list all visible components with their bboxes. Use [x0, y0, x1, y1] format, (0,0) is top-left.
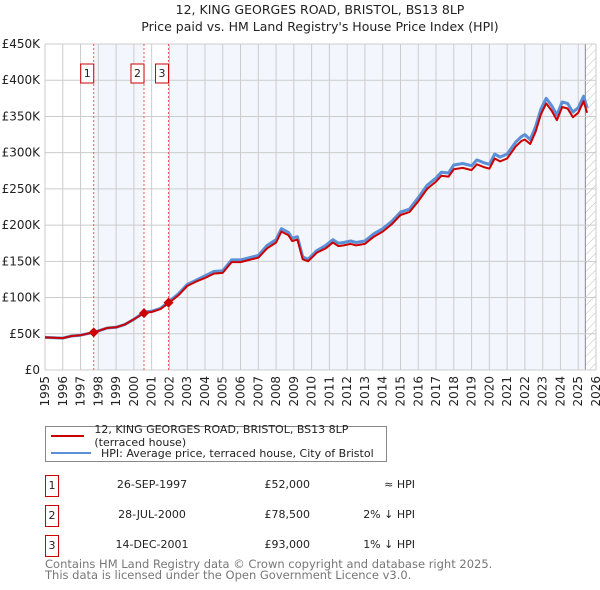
shaded-period [93, 44, 145, 370]
x-tick-label: 2013 [358, 376, 372, 407]
x-tick-label: 2000 [127, 376, 141, 407]
legend-label: HPI: Average price, terraced house, City… [101, 446, 374, 460]
legend: 12, KING GEORGES ROAD, BRISTOL, BS13 8LP… [45, 423, 387, 462]
property-price-line [44, 100, 589, 340]
sale-number-box [155, 63, 170, 84]
legend-label: 12, KING GEORGES ROAD, BRISTOL, BS13 8LP… [94, 423, 349, 449]
transaction-price: £52,000 [264, 478, 311, 491]
transaction-date: 26-SEP-1997 [116, 478, 188, 491]
x-tick-label: 2002 [162, 376, 176, 407]
x-tick-label: 1999 [109, 376, 123, 407]
x-tick-label: 2025 [571, 376, 585, 407]
legend-blue-line-icon [51, 452, 91, 454]
legend-item-property: 12, KING GEORGES ROAD, BRISTOL, BS13 8LP… [46, 423, 386, 449]
footer: Contains HM Land Registry data © Crown c… [45, 557, 493, 582]
y-tick-label: £400K [2, 73, 42, 87]
x-tick-label: 2019 [465, 376, 479, 407]
footer-copyright: Contains HM Land Registry data © Crown c… [45, 557, 493, 571]
x-tick-label: 2017 [429, 376, 443, 407]
transaction-row: 1 26-SEP-1997 £52,000 ≈ HPI [45, 475, 445, 497]
x-tick-label: 2015 [393, 376, 407, 407]
transaction-number: 3 [45, 535, 59, 557]
x-tick-label: 1998 [91, 376, 105, 407]
x-tick-label: 2006 [234, 376, 248, 407]
forecast-hatch [585, 44, 596, 370]
x-tick-label: 2005 [216, 376, 230, 407]
transaction-hpi-relation: ≈ HPI [384, 478, 415, 491]
sale-number-box [130, 63, 145, 84]
x-tick-label: 2020 [482, 376, 496, 407]
sale-point-marker [88, 327, 99, 338]
sale-number-label: 1 [84, 67, 91, 80]
transaction-number: 2 [45, 505, 59, 527]
y-tick-label: £250K [2, 182, 42, 196]
x-tick-label: 2003 [180, 376, 194, 407]
x-tick-label: 2022 [518, 376, 532, 407]
x-tick-label: 2012 [340, 376, 354, 407]
legend-item-hpi: HPI: Average price, terraced house, City… [46, 445, 374, 461]
y-tick-label: £450K [2, 37, 42, 51]
x-tick-label: 2024 [553, 376, 567, 407]
x-tick-label: 2011 [322, 376, 336, 407]
transaction-date: 28-JUL-2000 [118, 508, 186, 521]
x-tick-label: 2016 [411, 376, 425, 407]
x-tick-label: 1997 [74, 376, 88, 407]
x-tick-label: 1995 [38, 376, 52, 407]
y-tick-label: £150K [2, 254, 42, 268]
transaction-hpi-relation: 1% ↓ HPI [363, 538, 415, 551]
price-chart: 12, KING GEORGES ROAD, BRISTOL, BS13 8LP… [2, 2, 600, 407]
transaction-row: 3 14-DEC-2001 £93,000 1% ↓ HPI [45, 535, 445, 557]
x-tick-label: 2021 [500, 376, 514, 407]
y-tick-label: £0 [25, 363, 40, 377]
x-tick-label: 2023 [536, 376, 550, 407]
x-tick-label: 2010 [305, 376, 319, 407]
sale-number-label: 3 [159, 67, 166, 80]
transaction-date: 14-DEC-2001 [115, 538, 189, 551]
y-tick-label: £50K [9, 327, 41, 341]
x-tick-label: 2026 [589, 376, 600, 407]
x-tick-label: 2004 [198, 376, 212, 407]
y-tick-label: £350K [2, 109, 42, 123]
x-tick-label: 2014 [376, 376, 390, 407]
chart-subtitle: Price paid vs. HM Land Registry's House … [141, 19, 498, 34]
sale-point-marker [139, 308, 150, 319]
legend-red-line-icon [51, 435, 85, 437]
x-tick-label: 2018 [447, 376, 461, 407]
y-tick-label: £300K [2, 146, 42, 160]
x-tick-label: 2009 [287, 376, 301, 407]
transaction-price: £78,500 [264, 508, 311, 521]
transaction-number: 1 [45, 475, 59, 497]
y-tick-label: £100K [2, 291, 42, 305]
sale-number-box [80, 63, 95, 84]
x-tick-label: 2007 [251, 376, 265, 407]
x-tick-label: 2001 [145, 376, 159, 407]
sale-number-label: 2 [134, 67, 141, 80]
x-tick-label: 1996 [56, 376, 70, 407]
transaction-row: 2 28-JUL-2000 £78,500 2% ↓ HPI [45, 505, 445, 527]
transaction-price: £93,000 [264, 538, 311, 551]
y-tick-label: £200K [2, 218, 42, 232]
shaded-period [168, 44, 586, 370]
footer-licence: This data is licensed under the Open Gov… [45, 568, 412, 582]
sale-point-marker [163, 297, 174, 308]
transaction-hpi-relation: 2% ↓ HPI [363, 508, 415, 521]
chart-title: 12, KING GEORGES ROAD, BRISTOL, BS13 8LP [176, 2, 465, 17]
x-tick-label: 2008 [269, 376, 283, 407]
